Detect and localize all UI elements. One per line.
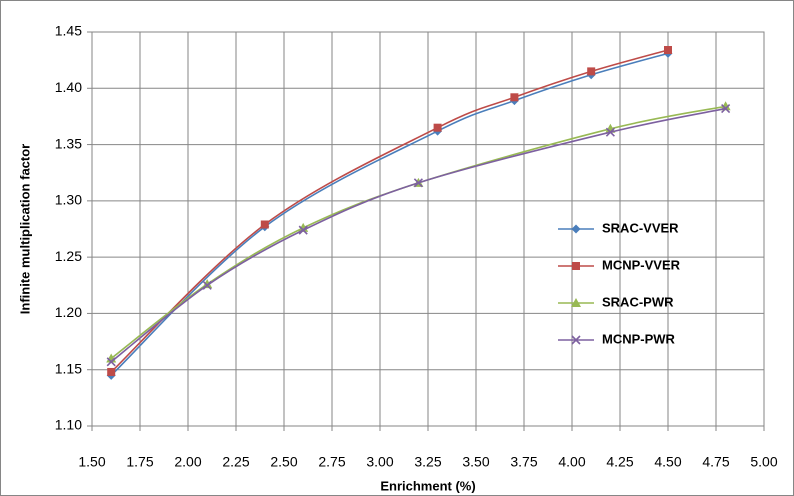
y-tick-label: 1.20 xyxy=(55,304,82,320)
legend-label: SRAC-VVER xyxy=(602,220,679,235)
marker xyxy=(413,178,423,188)
series-line xyxy=(110,107,726,363)
marker xyxy=(587,67,596,76)
marker xyxy=(298,225,308,235)
x-tick-label: 4.75 xyxy=(702,454,729,470)
legend-marker xyxy=(571,335,581,345)
marker xyxy=(107,367,116,376)
y-tick-label: 1.45 xyxy=(55,23,82,39)
x-tick-label: 5.00 xyxy=(750,454,777,470)
marker xyxy=(260,220,269,229)
x-tick-label: 2.25 xyxy=(222,454,249,470)
legend-marker xyxy=(572,262,580,270)
marker xyxy=(664,46,672,55)
legend-label: MCNP-VVER xyxy=(602,257,681,272)
legend-marker xyxy=(571,298,581,307)
x-tick-label: 3.75 xyxy=(510,454,537,470)
marker xyxy=(202,279,213,289)
x-tick-label: 3.00 xyxy=(366,454,393,470)
y-axis-label: Infinite multiplication factor xyxy=(17,144,32,314)
x-tick-label: 4.00 xyxy=(558,454,585,470)
y-tick-label: 1.30 xyxy=(55,192,82,208)
y-tick-label: 1.15 xyxy=(55,360,82,376)
marker xyxy=(605,127,615,137)
marker xyxy=(202,280,212,290)
x-tick-label: 3.25 xyxy=(414,454,441,470)
legend-label: SRAC-PWR xyxy=(602,294,674,309)
y-tick-label: 1.35 xyxy=(55,135,82,151)
x-tick-label: 2.50 xyxy=(270,454,297,470)
legend-label: MCNP-PWR xyxy=(602,331,676,346)
x-tick-label: 2.00 xyxy=(174,454,201,470)
x-tick-label: 3.50 xyxy=(462,454,489,470)
marker xyxy=(720,101,731,111)
x-tick-label: 4.50 xyxy=(654,454,681,470)
y-tick-label: 1.40 xyxy=(55,79,82,95)
x-tick-label: 1.75 xyxy=(126,454,153,470)
marker xyxy=(106,357,116,367)
marker xyxy=(510,93,519,102)
marker xyxy=(721,103,731,114)
marker xyxy=(433,123,442,132)
y-tick-label: 1.25 xyxy=(55,248,82,264)
legend-marker xyxy=(571,224,581,234)
plot-area xyxy=(91,31,765,427)
x-tick-label: 1.50 xyxy=(78,454,105,470)
x-tick-label: 2.75 xyxy=(318,454,345,470)
x-tick-label: 4.25 xyxy=(606,454,633,470)
x-axis-label: Enrichment (%) xyxy=(380,478,475,493)
y-tick-label: 1.10 xyxy=(55,417,82,433)
